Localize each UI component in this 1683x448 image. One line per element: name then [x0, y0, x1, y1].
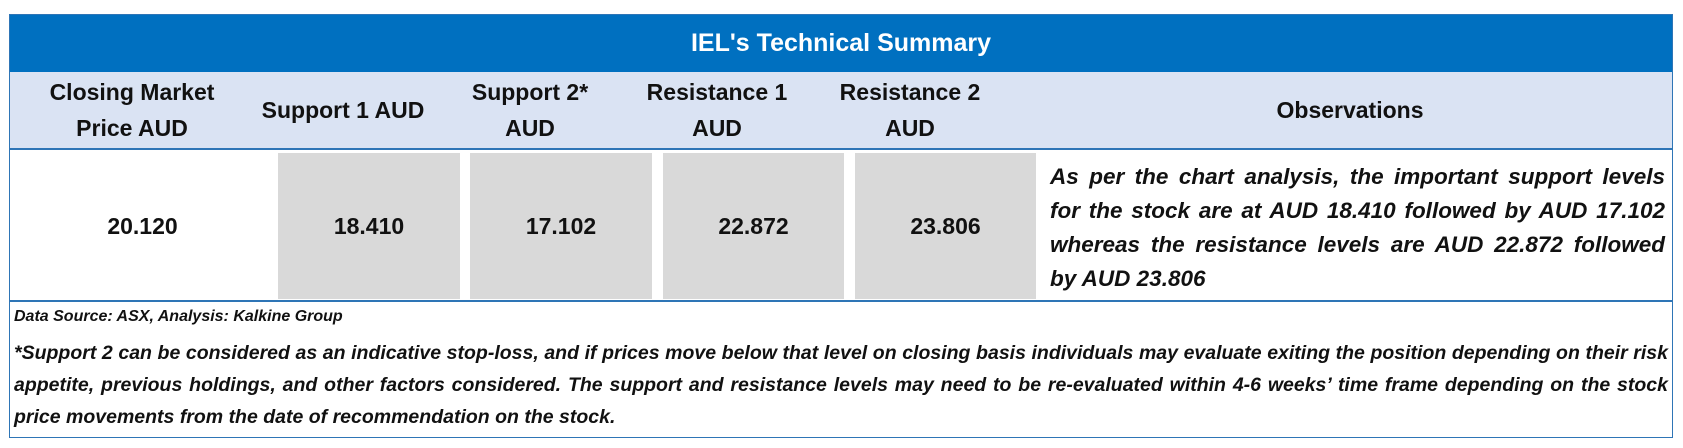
header-support-1: Support 1 AUD: [258, 72, 428, 148]
header-support-1-label: Support 1 AUD: [261, 97, 425, 123]
resistance-2-value: 23.806: [855, 153, 1036, 299]
closing-price-value: 20.120: [107, 212, 178, 239]
header-resistance-2: Resistance 2 AUD: [825, 72, 995, 148]
support-2-value: 17.102: [470, 153, 652, 299]
resistance-1-value: 22.872: [663, 153, 844, 299]
table-title: IEL's Technical Summary: [10, 15, 1672, 72]
header-support-2-label: Support 2* AUD: [471, 79, 589, 141]
header-row: Closing Market Price AUD Support 1 AUD S…: [10, 72, 1672, 150]
data-source-note: Data Source: ASX, Analysis: Kalkine Grou…: [14, 308, 343, 325]
technical-summary-table: IEL's Technical Summary Closing Market P…: [9, 14, 1673, 438]
header-observations-label: Observations: [1276, 97, 1424, 123]
header-observations: Observations: [1050, 72, 1650, 148]
header-closing-price-label: Closing Market Price AUD: [49, 79, 215, 141]
header-resistance-1-label: Resistance 1 AUD: [646, 79, 788, 141]
data-row: 20.120 18.410 17.102 22.872 23.806 As pe…: [10, 150, 1672, 302]
disclaimer-note: *Support 2 can be considered as an indic…: [14, 342, 1668, 428]
observations-text: As per the chart analysis, the important…: [1050, 164, 1665, 291]
header-closing-price: Closing Market Price AUD: [22, 72, 242, 148]
header-resistance-2-label: Resistance 2 AUD: [839, 79, 981, 141]
support-1-value: 18.410: [278, 153, 460, 299]
header-resistance-1: Resistance 1 AUD: [632, 72, 802, 148]
header-support-2: Support 2* AUD: [450, 72, 610, 148]
